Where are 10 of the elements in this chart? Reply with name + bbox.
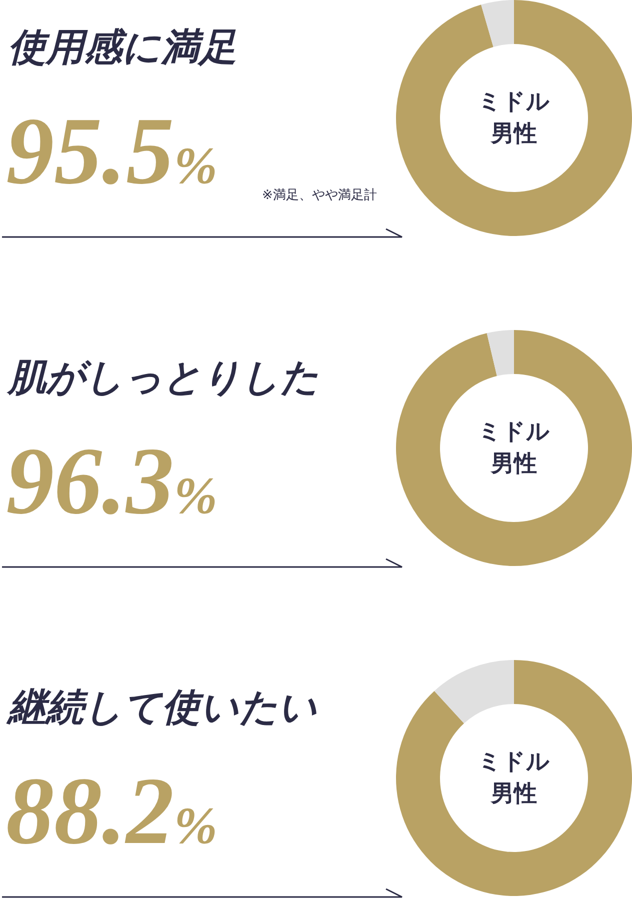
text: ※満足、やや満足計 (262, 187, 377, 204)
text: ミドル男性 (477, 748, 551, 809)
text: ミドル男性 (477, 418, 551, 479)
data-label: 96.3% (6, 426, 218, 536)
text: ミドル男性 (477, 88, 551, 149)
text: 継続して使いたい (8, 686, 317, 731)
data-label: 95.5% (6, 96, 218, 206)
data-label: 88.2% (6, 756, 218, 866)
text: 肌がしっとりした (8, 356, 319, 401)
text: 使用感に満足 (8, 26, 237, 71)
